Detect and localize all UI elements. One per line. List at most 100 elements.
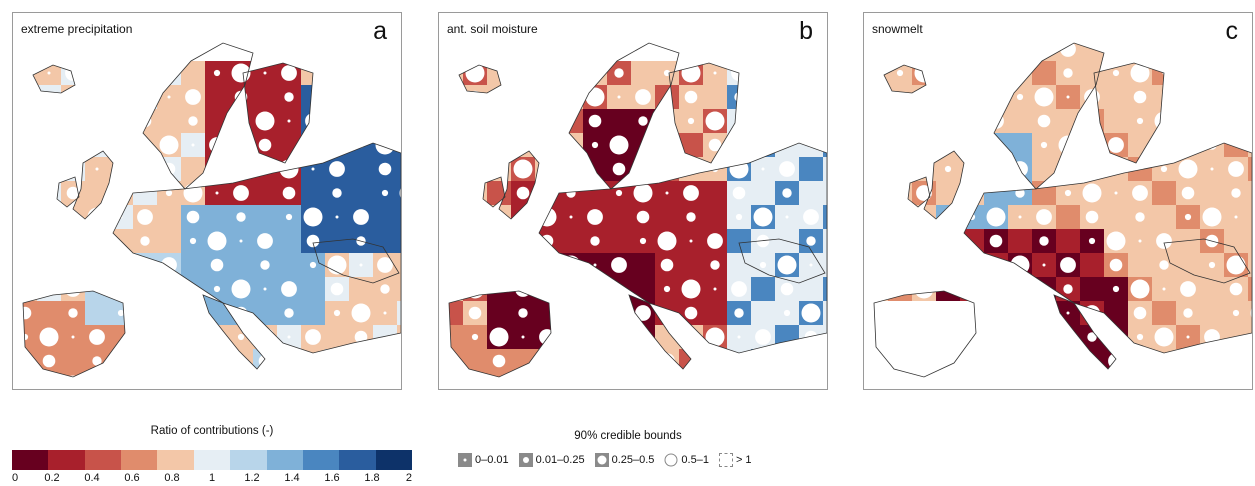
uncertainty-marker — [734, 308, 744, 318]
uncertainty-marker — [639, 237, 647, 245]
coastline — [312, 238, 400, 284]
uncertainty-marker — [1132, 185, 1148, 201]
map-cell — [1248, 229, 1252, 253]
uncertainty-marker — [353, 209, 369, 225]
colorbar-tick-label: 2 — [405, 472, 412, 484]
map-cell — [1008, 109, 1032, 133]
uncertainty-marker — [615, 189, 623, 197]
map-cell — [607, 109, 631, 133]
uncertainty-marker — [1106, 231, 1126, 251]
uncertainty-marker — [521, 335, 525, 339]
uncertainty-marker — [1229, 282, 1243, 296]
uncertainty-marker — [731, 281, 747, 297]
uncertainty-marker — [663, 69, 671, 77]
uncertainty-marker — [330, 282, 344, 296]
map-cell — [799, 181, 823, 205]
map-cell — [799, 157, 823, 181]
uncertainty-marker — [1066, 95, 1070, 99]
map-cell — [349, 181, 373, 205]
coastline — [56, 176, 80, 208]
uncertainty-marker — [255, 111, 275, 131]
uncertainty-marker — [1087, 332, 1097, 342]
coastline — [142, 42, 254, 190]
map-cell — [157, 109, 181, 133]
map-cell — [1200, 301, 1224, 325]
colorbar-swatch — [339, 450, 376, 470]
uncertainty-marker — [359, 263, 363, 267]
uncertainty-marker — [306, 234, 320, 248]
map-cell — [1080, 253, 1104, 277]
map-cell — [157, 205, 181, 229]
uncertainty-marker — [401, 89, 402, 105]
uncertainty-marker — [713, 71, 717, 75]
uncertainty-marker — [239, 239, 243, 243]
uncertainty-marker — [1186, 335, 1190, 339]
uncertainty-marker — [159, 135, 179, 155]
uncertainty-marker — [1112, 285, 1120, 293]
uncertainty-marker — [185, 89, 201, 105]
uncertainty-marker — [1133, 90, 1147, 104]
uncertainty-marker — [332, 188, 342, 198]
uncertainty-marker — [705, 111, 725, 131]
map-cell — [397, 157, 401, 181]
uncertainty-marker — [1159, 260, 1169, 270]
colorbar-tick-label: 1.2 — [244, 472, 260, 484]
uncertainty-marker — [231, 279, 251, 299]
uncertainty-marker — [284, 308, 294, 318]
uncertainty-marker — [732, 186, 746, 200]
map-cell — [727, 253, 751, 277]
map-panel-ant-soil-moisture: ant. soil moisture b — [438, 12, 828, 390]
map-canvas — [13, 13, 402, 389]
map-cell — [1056, 229, 1080, 253]
uncertainty-marker — [1112, 69, 1120, 77]
map-cell — [703, 85, 727, 109]
panel-letter: a — [373, 17, 387, 45]
uncertainty-marker — [782, 188, 792, 198]
uncertainty-marker — [1135, 212, 1145, 222]
uncertainty-marker — [827, 257, 828, 273]
uncertainty-marker — [684, 90, 698, 104]
map-cell — [37, 301, 61, 325]
uncertainty-marker — [1109, 258, 1123, 272]
coastline — [1163, 238, 1251, 284]
uncertainty-marker — [638, 116, 648, 126]
uncertainty-marker — [285, 213, 293, 221]
colorbar-tick-label: 0.4 — [84, 472, 100, 484]
uncertainty-marker — [237, 333, 245, 341]
uncertainty-marker — [612, 162, 626, 176]
uncertainty-marker — [233, 185, 249, 201]
uncertainty-marker — [1040, 141, 1048, 149]
uncertainty-marker — [708, 138, 722, 152]
coastline — [738, 238, 826, 284]
colorbar-swatch — [84, 450, 122, 470]
uncertainty-marker — [803, 209, 819, 225]
uncertainty-marker — [513, 159, 533, 179]
coastline — [628, 294, 692, 370]
uncertainty-marker — [944, 165, 952, 173]
uncertainty-marker — [1184, 213, 1192, 221]
uncertainty-marker — [258, 138, 272, 152]
map-canvas — [864, 13, 1252, 389]
uncertainty-marker — [1042, 263, 1046, 267]
uncertainty-marker — [263, 71, 267, 75]
uncertainty-marker — [471, 333, 479, 341]
uncertainty-marker — [1138, 239, 1142, 243]
uncertainty-marker — [896, 69, 904, 77]
coastline — [242, 62, 314, 164]
uncertainty-marker — [635, 305, 651, 321]
uncertainty-marker — [1136, 333, 1144, 341]
uncertainty-marker — [354, 330, 368, 344]
uncertainty-marker — [1234, 215, 1238, 219]
map-cell — [397, 229, 401, 253]
map-panel-extreme-precipitation: extreme precipitation a — [12, 12, 402, 390]
map-cell — [1152, 181, 1176, 205]
uncertainty-marker — [381, 189, 389, 197]
uncertainty-marker — [42, 354, 56, 368]
uncertainty-marker — [809, 263, 813, 267]
uncertainty-marker — [753, 207, 773, 227]
colorbar-swatch — [230, 450, 267, 470]
uncertainty-marker — [1018, 215, 1022, 219]
uncertainty-marker — [636, 210, 650, 224]
map-cell — [1248, 253, 1252, 277]
uncertainty-marker — [916, 185, 932, 201]
